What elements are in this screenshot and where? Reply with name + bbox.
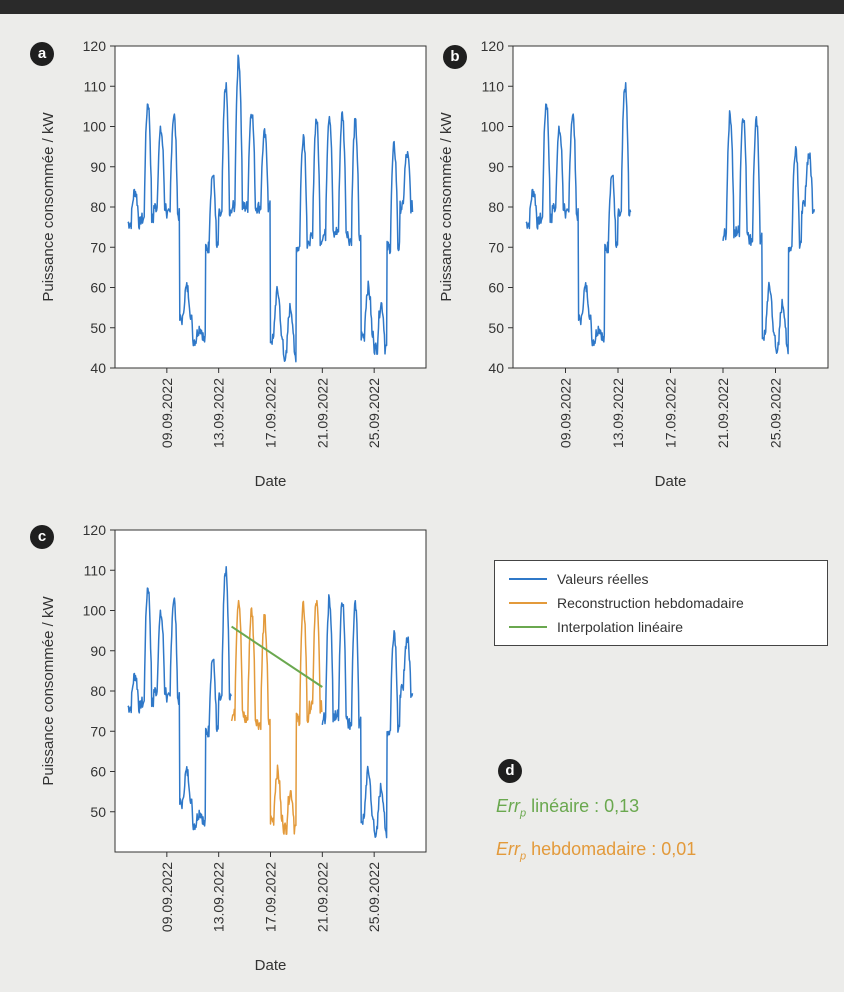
y-tick-label: 110 xyxy=(482,78,505,94)
error-hebdomadaire-sub: p xyxy=(520,850,527,863)
x-tick-label: 17.09.2022 xyxy=(663,378,679,448)
error-lineaire: Errp linéaire : 0,13 xyxy=(496,796,639,820)
y-tick-label: 100 xyxy=(481,119,505,135)
x-tick-label: 25.09.2022 xyxy=(366,378,382,448)
error-lineaire-sub: p xyxy=(520,807,527,820)
plot-area-b xyxy=(512,45,829,369)
y-tick-label: 80 xyxy=(90,683,106,699)
y-tick-label: 60 xyxy=(488,280,504,296)
series-line-c-1-0 xyxy=(230,599,323,835)
x-axis-label: Date xyxy=(255,957,287,974)
legend-item-valeurs: Valeurs réelles xyxy=(509,569,649,589)
error-lineaire-symbol: Err xyxy=(496,796,520,816)
x-tick-label: 13.09.2022 xyxy=(211,378,227,448)
y-axis-label: Puissance consommée / kW xyxy=(40,596,57,786)
x-tick-label: 17.09.2022 xyxy=(263,862,279,932)
x-tick-label: 25.09.2022 xyxy=(768,378,784,448)
legend-swatch xyxy=(509,578,547,580)
panel-label-a: a xyxy=(30,42,54,66)
x-tick-label: 09.09.2022 xyxy=(159,378,175,448)
legend-label: Reconstruction hebdomadaire xyxy=(557,595,744,611)
y-tick-label: 100 xyxy=(83,603,107,619)
x-tick-label: 21.09.2022 xyxy=(314,862,330,932)
y-tick-label: 90 xyxy=(90,643,106,659)
y-tick-label: 110 xyxy=(84,78,107,94)
y-tick-label: 120 xyxy=(83,522,107,538)
y-tick-label: 60 xyxy=(90,764,106,780)
series-line-b-0-0 xyxy=(525,82,632,347)
y-tick-label: 120 xyxy=(83,38,107,54)
y-tick-label: 70 xyxy=(90,239,106,255)
y-tick-label: 80 xyxy=(90,199,106,215)
y-axis-label: Puissance consommée / kW xyxy=(40,112,57,302)
legend-swatch xyxy=(509,602,547,604)
legend-label: Interpolation linéaire xyxy=(557,619,684,635)
x-tick-label: 21.09.2022 xyxy=(715,378,731,448)
series-line-a-0-0 xyxy=(127,54,414,363)
y-tick-label: 60 xyxy=(90,280,106,296)
panel-label-c: c xyxy=(30,525,54,549)
error-hebdomadaire-symbol: Err xyxy=(496,839,520,859)
panel-label-d: d xyxy=(498,759,522,783)
x-axis-label: Date xyxy=(655,473,687,490)
y-tick-label: 40 xyxy=(90,360,106,376)
legend-item-interpolation: Interpolation linéaire xyxy=(509,617,683,637)
chart-legend: Valeurs réelles Reconstruction hebdomada… xyxy=(494,560,828,646)
series-line-c-2-0 xyxy=(231,625,323,688)
x-tick-label: 25.09.2022 xyxy=(366,862,382,932)
x-tick-label: 09.09.2022 xyxy=(159,862,175,932)
y-tick-label: 50 xyxy=(90,804,106,820)
error-hebdomadaire: Errp hebdomadaire : 0,01 xyxy=(496,839,696,863)
x-tick-label: 13.09.2022 xyxy=(211,862,227,932)
error-hebdomadaire-text: hebdomadaire : 0,01 xyxy=(526,839,697,859)
y-axis-label: Puissance consommée / kW xyxy=(438,112,455,302)
y-tick-label: 90 xyxy=(90,159,106,175)
top-bar xyxy=(0,0,844,14)
y-tick-label: 50 xyxy=(488,320,504,336)
x-tick-label: 17.09.2022 xyxy=(263,378,279,448)
legend-swatch xyxy=(509,626,547,628)
y-tick-label: 100 xyxy=(83,119,107,135)
series-line-c-0-0 xyxy=(127,566,232,831)
y-tick-label: 90 xyxy=(488,159,504,175)
legend-item-reconstruction: Reconstruction hebdomadaire xyxy=(509,593,744,613)
y-tick-label: 40 xyxy=(488,360,504,376)
y-tick-label: 120 xyxy=(481,38,505,54)
y-tick-label: 110 xyxy=(84,562,107,578)
y-tick-label: 50 xyxy=(90,320,106,336)
series-line-c-0-1 xyxy=(321,594,414,839)
panel-label-b: b xyxy=(443,45,467,69)
x-tick-label: 09.09.2022 xyxy=(558,378,574,448)
x-axis-label: Date xyxy=(255,473,287,490)
x-tick-label: 21.09.2022 xyxy=(314,378,330,448)
y-tick-label: 80 xyxy=(488,199,504,215)
legend-label: Valeurs réelles xyxy=(557,571,649,587)
error-lineaire-text: linéaire : 0,13 xyxy=(526,796,640,816)
x-tick-label: 13.09.2022 xyxy=(610,378,626,448)
y-tick-label: 70 xyxy=(90,723,106,739)
y-tick-label: 70 xyxy=(488,239,504,255)
series-line-b-0-1 xyxy=(722,110,816,355)
